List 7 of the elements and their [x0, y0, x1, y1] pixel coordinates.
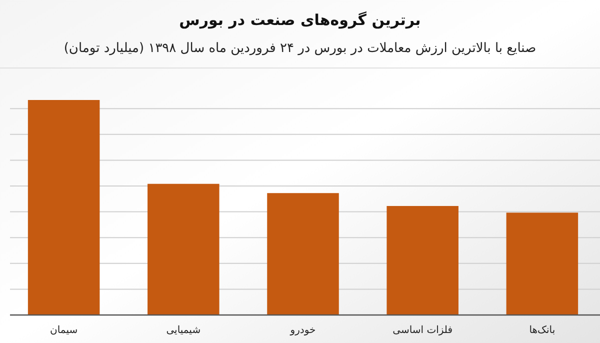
- chart-title: برترین گروه‌های صنعت در بورس: [179, 11, 421, 29]
- x-tick-label: شیمیایی: [166, 325, 201, 336]
- x-tick-label: بانک‌ها: [529, 325, 556, 336]
- x-tick-label: سیمان: [50, 325, 78, 336]
- x-tick-label: خودرو: [289, 325, 316, 336]
- x-tick-label: فلزات اساسی: [392, 325, 453, 336]
- chart-subtitle: صنایع با بالاترین ارزش معاملات در بورس در ۲۴ فروردین ماه سال ۱۳۹۸ (میلیارد تومان): [64, 41, 536, 56]
